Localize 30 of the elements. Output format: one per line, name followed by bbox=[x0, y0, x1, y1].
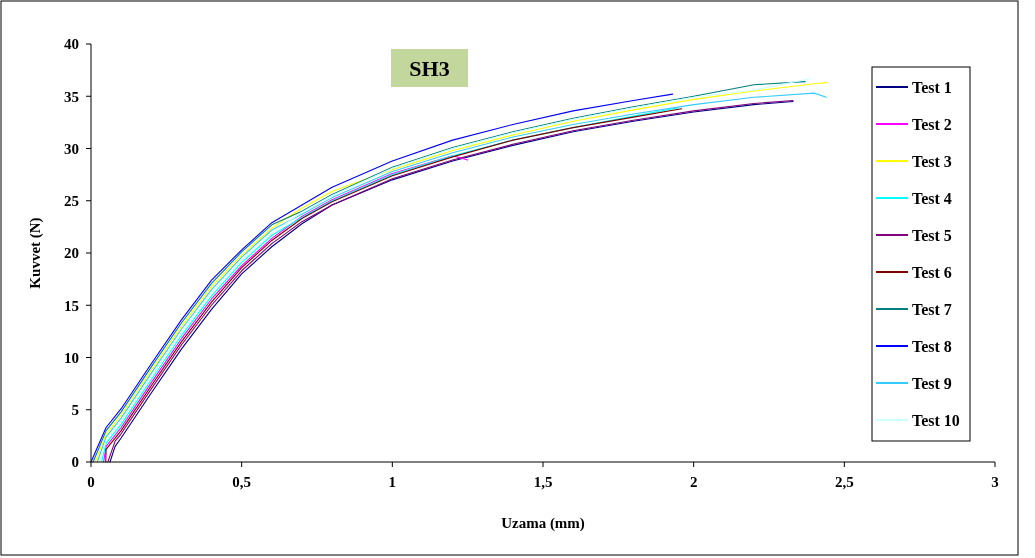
legend-label: Test 7 bbox=[912, 300, 952, 318]
x-axis-title: Uzama (mm) bbox=[501, 515, 585, 532]
legend-label: Test 8 bbox=[912, 337, 952, 355]
legend-label: Test 10 bbox=[912, 411, 960, 429]
y-tick-label: 20 bbox=[64, 245, 79, 262]
y-tick-label: 10 bbox=[64, 349, 79, 366]
legend-label: Test 9 bbox=[912, 374, 952, 392]
y-tick-label: 15 bbox=[64, 297, 79, 314]
y-tick-label: 25 bbox=[64, 193, 79, 209]
y-tick-label: 30 bbox=[64, 140, 79, 157]
x-tick-label: 0 bbox=[87, 474, 95, 490]
y-tick-label: 40 bbox=[64, 36, 79, 53]
legend-label: Test 5 bbox=[912, 226, 952, 244]
y-tick-label: 5 bbox=[71, 402, 79, 418]
legend-label: Test 2 bbox=[912, 115, 952, 133]
line-series bbox=[103, 155, 469, 463]
legend-label: Test 6 bbox=[912, 263, 952, 281]
x-tick-label: 1 bbox=[388, 474, 397, 490]
x-tick-label: 1,5 bbox=[533, 474, 553, 490]
y-axis-title: Kuvvet (N) bbox=[27, 217, 44, 289]
x-tick-label: 3 bbox=[991, 474, 999, 490]
y-tick-label: 35 bbox=[64, 88, 79, 105]
y-tick-label: 0 bbox=[71, 454, 79, 471]
x-tick-label: 2,5 bbox=[834, 474, 854, 490]
text: SH3 bbox=[409, 55, 450, 81]
legend-label: Test 3 bbox=[912, 152, 952, 170]
x-tick-label: 2 bbox=[689, 474, 698, 490]
legend-label: Test 1 bbox=[912, 78, 952, 96]
legend-label: Test 4 bbox=[912, 189, 952, 207]
x-tick-label: 0,5 bbox=[232, 474, 252, 490]
